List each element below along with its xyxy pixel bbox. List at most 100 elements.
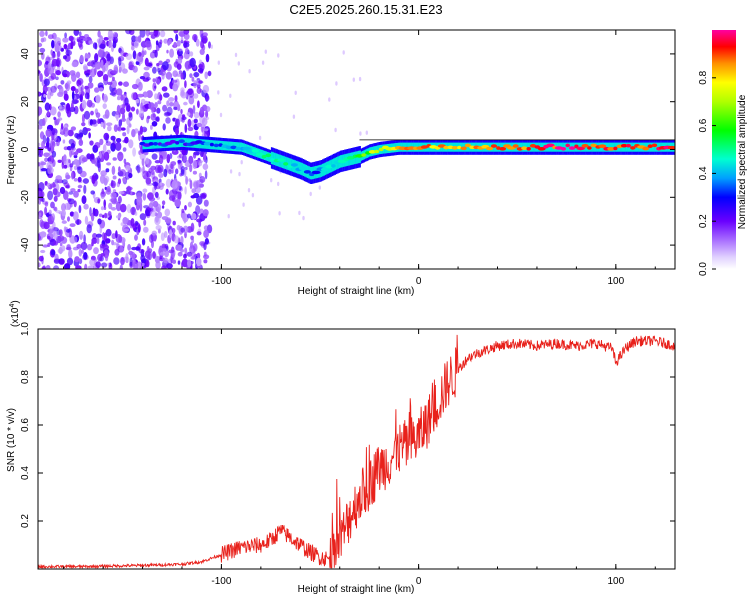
noise-speckle bbox=[176, 40, 181, 47]
noise-speckle bbox=[70, 86, 76, 92]
noise-speckle bbox=[160, 232, 165, 241]
noise-speckle bbox=[62, 37, 69, 43]
noise-speckle bbox=[203, 229, 210, 239]
noise-speckle bbox=[73, 178, 78, 182]
track-core bbox=[261, 154, 267, 159]
track-core bbox=[325, 164, 333, 169]
y-tick-label: 1.0 bbox=[20, 322, 31, 336]
track-mid bbox=[548, 142, 550, 152]
noise-speckle bbox=[64, 82, 69, 90]
noise-speckle bbox=[50, 201, 55, 209]
noise-speckle bbox=[240, 160, 243, 165]
noise-speckle bbox=[163, 92, 170, 98]
noise-speckle bbox=[91, 241, 94, 247]
noise-speckle bbox=[102, 93, 108, 103]
noise-speckle bbox=[183, 101, 188, 106]
noise-speckle bbox=[92, 42, 97, 49]
noise-speckle bbox=[141, 238, 146, 246]
noise-speckle bbox=[48, 225, 54, 230]
noise-speckle bbox=[130, 106, 136, 112]
noise-speckle bbox=[76, 218, 80, 226]
noise-speckle bbox=[189, 73, 193, 78]
noise-speckle bbox=[81, 195, 87, 205]
noise-speckle bbox=[131, 92, 137, 100]
track-mid bbox=[236, 142, 238, 152]
noise-speckle bbox=[154, 49, 158, 58]
noise-speckle bbox=[186, 213, 191, 219]
spectrogram-x-label: Height of straight line (km) bbox=[298, 286, 415, 297]
spectrogram-panel: -100 0 100 -40 -20 0 20 40 Height of straight l… bbox=[6, 29, 676, 297]
noise-speckle bbox=[110, 207, 117, 211]
noise-speckle bbox=[110, 192, 117, 199]
track-core bbox=[598, 144, 607, 148]
track-core bbox=[590, 143, 598, 148]
noise-speckle bbox=[122, 217, 128, 225]
noise-speckle bbox=[187, 126, 194, 132]
noise-speckle bbox=[113, 124, 118, 132]
track-core bbox=[630, 146, 636, 150]
noise-speckle bbox=[95, 94, 101, 104]
noise-speckle bbox=[145, 157, 150, 164]
noise-speckle bbox=[185, 47, 189, 55]
noise-speckle bbox=[128, 139, 134, 149]
noise-speckle bbox=[98, 87, 104, 92]
noise-speckle bbox=[132, 261, 139, 269]
noise-speckle bbox=[227, 214, 230, 219]
x-tick-label: 100 bbox=[607, 276, 624, 287]
noise-speckle bbox=[183, 253, 187, 259]
noise-speckle bbox=[38, 198, 41, 205]
noise-speckle bbox=[107, 125, 112, 132]
noise-speckle bbox=[179, 173, 183, 177]
noise-speckle bbox=[69, 163, 74, 168]
noise-speckle bbox=[119, 264, 123, 269]
track-core bbox=[148, 142, 154, 146]
noise-speckle bbox=[126, 125, 130, 135]
noise-speckle bbox=[75, 265, 82, 269]
track-mid bbox=[549, 142, 552, 152]
noise-speckle bbox=[196, 160, 203, 164]
track-core bbox=[169, 139, 177, 144]
track-core bbox=[537, 147, 546, 151]
noise-speckle bbox=[45, 30, 48, 37]
track-core bbox=[443, 145, 450, 150]
noise-speckle bbox=[132, 147, 137, 157]
noise-speckle bbox=[199, 48, 205, 56]
noise-speckle bbox=[139, 125, 143, 135]
noise-speckle bbox=[64, 32, 67, 39]
noise-speckle bbox=[168, 38, 172, 45]
noise-speckle bbox=[144, 40, 152, 48]
track-core bbox=[242, 146, 252, 151]
track-core bbox=[642, 146, 650, 151]
noise-speckle bbox=[40, 161, 47, 166]
noise-speckle bbox=[184, 186, 187, 195]
noise-speckle bbox=[99, 225, 103, 234]
noise-speckle bbox=[42, 244, 49, 248]
noise-speckle bbox=[159, 251, 165, 256]
track-core bbox=[213, 143, 219, 148]
noise-speckle bbox=[359, 131, 362, 136]
noise-speckle bbox=[175, 118, 180, 129]
noise-speckle bbox=[134, 211, 138, 216]
noise-speckle bbox=[47, 66, 55, 75]
noise-speckle bbox=[56, 118, 61, 123]
noise-speckle bbox=[150, 113, 157, 121]
noise-speckle bbox=[292, 114, 296, 119]
noise-speckle bbox=[202, 32, 208, 37]
noise-speckle bbox=[141, 50, 145, 58]
noise-speckle bbox=[229, 93, 232, 99]
noise-speckle bbox=[72, 211, 79, 221]
noise-speckle bbox=[39, 231, 47, 238]
snr-x-label: Height of straight line (km) bbox=[298, 584, 415, 595]
noise-speckle bbox=[191, 213, 197, 220]
track-mid bbox=[269, 152, 272, 162]
noise-speckle bbox=[153, 30, 159, 37]
track-mid bbox=[654, 142, 657, 152]
track-core bbox=[311, 170, 321, 175]
noise-speckle bbox=[61, 220, 67, 224]
noise-speckle bbox=[144, 250, 151, 259]
noise-speckle bbox=[61, 210, 66, 217]
noise-speckle bbox=[335, 81, 338, 86]
noise-speckle bbox=[184, 205, 187, 211]
noise-speckle bbox=[120, 117, 126, 122]
noise-speckle bbox=[111, 165, 116, 175]
